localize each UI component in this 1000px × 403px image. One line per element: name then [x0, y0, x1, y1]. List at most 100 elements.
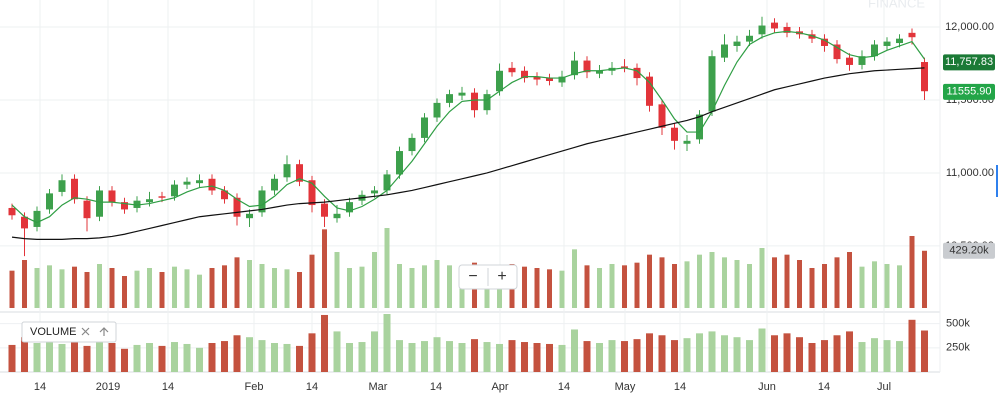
volume-bar [433, 337, 441, 372]
volume-overlay-bar [697, 254, 702, 308]
y-tick-label: 12,000.00 [945, 21, 994, 33]
volume-bar [333, 331, 341, 372]
volume-bar [471, 339, 478, 372]
candle-body [858, 56, 866, 65]
candle-body [333, 213, 341, 219]
candle-body [383, 174, 391, 191]
candle-body [671, 127, 678, 141]
candle-body [321, 203, 328, 217]
volume-label: 429.20k [949, 245, 989, 257]
volume-label-box [943, 242, 995, 259]
volume-overlay-bar [234, 257, 240, 308]
candle-body [921, 62, 928, 92]
volume-bar [346, 343, 353, 372]
candle-body [483, 94, 491, 111]
volume-bar [896, 341, 903, 372]
volume-bar [158, 345, 166, 372]
volume-bar [633, 339, 641, 372]
volume-overlay-bar [872, 261, 877, 308]
candle-body [583, 60, 591, 73]
volume-overlay-bar [422, 265, 427, 308]
candle-body [746, 35, 753, 42]
volume-overlay-bar [84, 272, 90, 308]
candle-body [8, 207, 16, 216]
candle-body [271, 178, 278, 191]
x-tick-label: Apr [491, 381, 508, 393]
price-label: 11,757.83 [945, 56, 993, 68]
volume-overlay-bar [822, 264, 827, 308]
x-tick-label: Jul [877, 381, 891, 393]
volume-bar [871, 338, 878, 372]
volume-overlay-bar [447, 265, 452, 308]
volume-overlay-bar [734, 260, 740, 308]
zoom-in-button[interactable]: + [497, 268, 506, 285]
volume-bar [596, 343, 603, 372]
volume-overlay-bar [897, 265, 902, 308]
volume-overlay-bar [97, 264, 102, 308]
volume-overlay-bar [647, 254, 652, 308]
volume-bar [671, 340, 678, 372]
volume-overlay-bar [372, 252, 377, 308]
volume-overlay-bar [384, 228, 390, 308]
volume-bar [108, 343, 116, 372]
volume-bar [883, 340, 891, 372]
candle-body [883, 41, 891, 46]
x-tick-label: May [615, 381, 636, 393]
volume-bar [708, 331, 716, 372]
candle-body [33, 210, 41, 227]
watermark: FINANCE [868, 0, 925, 10]
close-icon[interactable] [81, 327, 90, 336]
candle-body [208, 178, 216, 191]
candle-body [296, 164, 303, 182]
volume-overlay-bar [759, 248, 765, 308]
candle-body [433, 102, 441, 118]
volume-bar [446, 341, 453, 372]
candle-body [708, 56, 716, 112]
volume-bar [783, 333, 791, 372]
volume-overlay-bar [634, 262, 640, 308]
candle-body [258, 190, 266, 213]
zoom-out-button[interactable]: − [468, 268, 477, 285]
volume-overlay-bar [572, 249, 577, 308]
volume-overlay-bar [159, 272, 165, 308]
candle-body [783, 26, 791, 33]
y-tick-label: 11,000.00 [946, 167, 994, 179]
candle-body [833, 44, 841, 60]
x-tick-label: 2019 [96, 381, 120, 393]
volume-bar [296, 345, 303, 372]
volume-bar [196, 347, 203, 372]
volume-bar [208, 343, 216, 372]
candle-body [696, 114, 703, 140]
volume-bar [33, 343, 41, 372]
volume-overlay-bar [722, 257, 727, 308]
volume-bar [21, 337, 28, 372]
volume-overlay-bar [709, 252, 715, 308]
moving-average-line [11, 67, 925, 240]
candle-body [408, 137, 416, 152]
x-tick-label: 14 [306, 381, 318, 393]
candle-body [108, 190, 116, 203]
candle-body [221, 190, 228, 200]
volume-bar [683, 338, 691, 372]
volume-bar [521, 342, 528, 372]
volume-bar [96, 340, 103, 372]
move-up-icon[interactable] [99, 327, 109, 336]
volume-bar [246, 337, 253, 372]
volume-overlay-bar [222, 265, 227, 308]
volume-overlay-bar [297, 272, 302, 308]
volume-bar [821, 340, 828, 372]
candle-body [621, 66, 628, 68]
volume-overlay-bar [834, 257, 840, 308]
x-tick-label: 14 [162, 381, 174, 393]
candle-body [458, 92, 466, 96]
volume-overlay-bar [334, 252, 340, 308]
volume-bar [283, 343, 291, 372]
volume-legend: VOLUME [21, 321, 117, 343]
candle-body [733, 41, 741, 46]
candle-body [471, 92, 478, 111]
x-tick-label: 14 [674, 381, 686, 393]
volume-overlay-bar [534, 268, 540, 308]
volume-bar [496, 343, 503, 372]
volume-bar [258, 340, 266, 372]
